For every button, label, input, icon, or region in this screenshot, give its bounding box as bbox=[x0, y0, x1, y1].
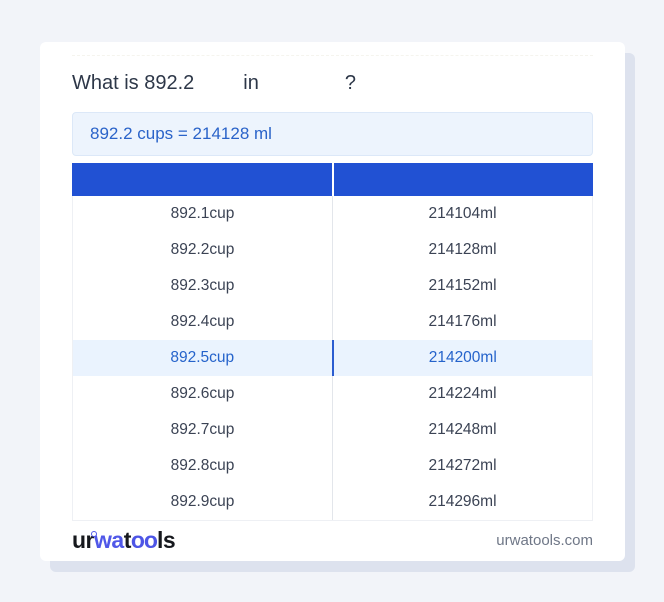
logo-ring-icon bbox=[91, 530, 97, 537]
card-footer: ur wa t oo ls urwatools.com bbox=[72, 521, 593, 559]
row-column-divider bbox=[332, 268, 333, 304]
site-url-text[interactable]: urwatools.com bbox=[496, 531, 593, 549]
row-column-divider bbox=[332, 376, 333, 412]
conversion-table: 892.1cup 214104ml 892.2cup 214128ml 892.… bbox=[72, 163, 593, 521]
table-row[interactable]: 892.8cup 214272ml bbox=[73, 448, 592, 484]
cup-value-cell[interactable]: 892.9cup bbox=[170, 493, 235, 510]
table-body: 892.1cup 214104ml 892.2cup 214128ml 892.… bbox=[72, 196, 593, 521]
ml-value-cell[interactable]: 214224ml bbox=[428, 385, 497, 402]
ml-value-cell[interactable]: 214128ml bbox=[428, 241, 497, 258]
row-column-divider bbox=[332, 412, 333, 448]
cup-value-cell[interactable]: 892.1cup bbox=[170, 205, 235, 222]
cup-value-cell[interactable]: 892.8cup bbox=[170, 457, 235, 474]
row-column-divider bbox=[331, 340, 334, 376]
row-column-divider bbox=[332, 448, 333, 484]
ml-value-cell[interactable]: 214176ml bbox=[428, 313, 497, 330]
conversion-result-text: 892.2 cups = 214128 ml bbox=[90, 124, 272, 143]
table-row[interactable]: 892.4cup 214176ml bbox=[73, 304, 592, 340]
table-row[interactable]: 892.3cup 214152ml bbox=[73, 268, 592, 304]
header-cup-column bbox=[72, 163, 332, 196]
table-row[interactable]: 892.7cup 214248ml bbox=[73, 412, 592, 448]
logo-text-wa: wa bbox=[94, 526, 124, 553]
table-row[interactable]: 892.9cup 214296ml bbox=[73, 484, 592, 520]
row-column-divider bbox=[332, 196, 333, 232]
cup-value-cell[interactable]: 892.3cup bbox=[170, 277, 235, 294]
cup-value-cell[interactable]: 892.5cup bbox=[170, 349, 235, 366]
logo-text-ls: ls bbox=[156, 526, 176, 553]
ml-value-cell[interactable]: 214152ml bbox=[428, 277, 497, 294]
row-column-divider bbox=[332, 232, 333, 268]
table-row[interactable]: 892.1cup 214104ml bbox=[73, 196, 592, 232]
ml-value-cell[interactable]: 214296ml bbox=[428, 493, 497, 510]
conversion-result-box: 892.2 cups = 214128 ml bbox=[72, 112, 593, 156]
question-mark: ? bbox=[344, 72, 356, 94]
page-title: What is 892.2 in? bbox=[72, 69, 593, 97]
question-prefix: What is 892.2 bbox=[72, 72, 195, 94]
table-row[interactable]: 892.2cup 214128ml bbox=[73, 232, 592, 268]
logo-text-ur: ur bbox=[72, 526, 95, 553]
table-row[interactable]: 892.5cup 214200ml bbox=[73, 340, 592, 376]
ml-value-cell[interactable]: 214272ml bbox=[428, 457, 497, 474]
cup-value-cell[interactable]: 892.4cup bbox=[170, 313, 235, 330]
header-column-divider bbox=[331, 163, 334, 196]
cup-value-cell[interactable]: 892.6cup bbox=[170, 385, 235, 402]
row-column-divider bbox=[332, 304, 333, 340]
question-connector: in bbox=[243, 72, 259, 94]
header-ml-column bbox=[334, 163, 594, 196]
logo-rings-oo: oo bbox=[130, 526, 158, 553]
table-row[interactable]: 892.6cup 214224ml bbox=[73, 376, 592, 412]
converter-card: What is 892.2 in? 892.2 cups = 214128 ml … bbox=[40, 42, 625, 561]
ml-value-cell[interactable]: 214248ml bbox=[428, 421, 497, 438]
row-column-divider bbox=[332, 484, 333, 520]
dashed-divider bbox=[72, 55, 593, 56]
logo-text-t: t bbox=[123, 526, 132, 553]
urwatools-logo[interactable]: ur wa t oo ls bbox=[72, 526, 176, 553]
table-header bbox=[72, 163, 593, 196]
cup-value-cell[interactable]: 892.7cup bbox=[170, 421, 235, 438]
ml-value-cell[interactable]: 214104ml bbox=[428, 205, 497, 222]
cup-value-cell[interactable]: 892.2cup bbox=[170, 241, 235, 258]
ml-value-cell[interactable]: 214200ml bbox=[428, 349, 497, 366]
